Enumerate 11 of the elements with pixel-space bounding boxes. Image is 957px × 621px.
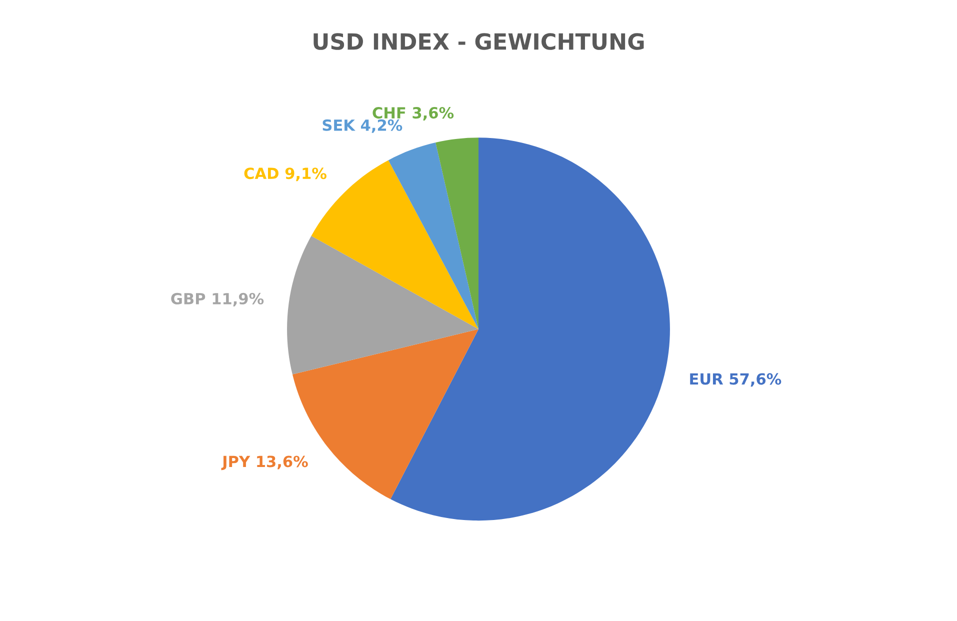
pie-slice <box>388 142 478 330</box>
slice-label: CHF 3,6% <box>372 107 454 121</box>
chart-title: USD INDEX - GEWICHTUNG <box>314 33 644 50</box>
pie-slice <box>287 236 478 374</box>
slice-label: GBP 11,9% <box>171 292 264 306</box>
slice-label: SEK 4,2% <box>322 119 402 133</box>
slice-label: JPY 13,6% <box>221 456 308 470</box>
slice-label: EUR 57,6% <box>690 373 782 387</box>
slice-label: CAD 9,1% <box>244 168 326 182</box>
pie-slice <box>390 138 670 521</box>
pie-slice <box>436 138 478 330</box>
